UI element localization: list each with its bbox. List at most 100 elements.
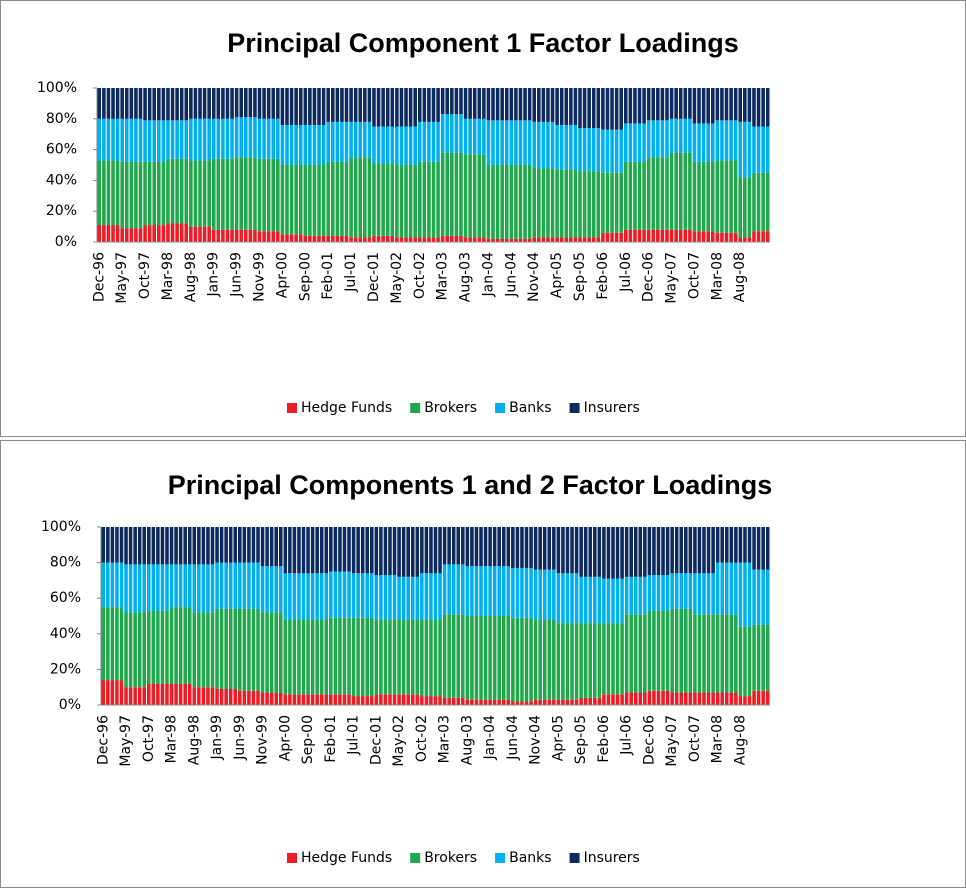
bar-segment <box>349 157 353 238</box>
bar-segment <box>175 223 179 242</box>
bar-segment <box>669 118 674 153</box>
bar-segment <box>492 566 497 616</box>
bar-segment <box>445 235 450 242</box>
bar-segment <box>597 623 602 698</box>
bar-segment <box>724 614 729 693</box>
bar-segment <box>588 623 593 698</box>
bar-segment <box>752 624 756 691</box>
bar-segment <box>297 573 301 620</box>
bar-segment <box>408 88 413 127</box>
x-tick-label: Dec-01 <box>366 252 382 302</box>
bar-segment <box>189 88 193 119</box>
bar-segment <box>312 88 317 125</box>
bar-segment <box>555 88 559 125</box>
bar-segment <box>614 232 619 242</box>
bar-segment <box>160 610 165 684</box>
bar-segment <box>661 527 665 576</box>
bar-segment <box>587 171 591 238</box>
x-tick-label: May-97 <box>118 715 134 767</box>
bar-segment <box>450 88 454 115</box>
bar-segment <box>684 573 688 609</box>
bar-segment <box>349 237 353 242</box>
bar-segment <box>399 165 404 238</box>
bar-segment <box>124 118 129 162</box>
x-tick-label: Feb-06 <box>596 715 612 763</box>
bar-segment <box>298 165 303 235</box>
bar-segment <box>501 616 506 700</box>
bar-segment <box>624 576 629 615</box>
bar-segment <box>729 562 734 615</box>
bar-segment <box>433 527 438 574</box>
bar-segment <box>747 177 752 238</box>
bar-segment <box>193 118 198 161</box>
bar-segment <box>189 160 193 227</box>
bar-segment <box>239 117 243 158</box>
bar-segment <box>151 683 156 705</box>
bar-segment <box>559 237 564 242</box>
bar-segment <box>674 229 678 242</box>
bar-segment <box>147 88 152 121</box>
bar-segment <box>342 617 347 695</box>
x-tick-label: Jul-06 <box>619 715 635 756</box>
bar-segment <box>374 619 379 695</box>
bar-segment <box>170 223 175 242</box>
bar-segment <box>463 118 468 155</box>
bar-segment <box>280 165 285 235</box>
bar-segment <box>477 237 482 242</box>
bar-segment <box>615 527 620 579</box>
bar-segment <box>110 607 115 681</box>
bar-segment <box>115 118 120 161</box>
bar-segment <box>166 158 170 224</box>
bar-segment <box>397 619 401 695</box>
bar-segment <box>335 161 340 236</box>
bar-segment <box>504 88 509 121</box>
bar-segment <box>468 118 472 155</box>
bar-segment <box>752 231 756 242</box>
bar-segment <box>358 157 363 238</box>
bar-segment <box>509 88 514 121</box>
bar-segment <box>276 158 280 232</box>
bar-segment <box>474 699 479 705</box>
bar-segment <box>532 237 537 242</box>
legend-label: Insurers <box>584 850 640 866</box>
bar-segment <box>588 697 593 705</box>
bar-segment <box>269 527 274 567</box>
bar-segment <box>319 527 324 574</box>
bar-segment <box>529 567 533 618</box>
bar-segment <box>143 161 147 226</box>
bar-segment <box>379 575 383 620</box>
bar-segment <box>542 619 547 700</box>
bar-segment <box>743 88 747 122</box>
x-tick-label: Sep-00 <box>300 715 316 764</box>
bar-segment <box>456 564 461 615</box>
bar-segment <box>262 158 266 232</box>
bar-segment <box>532 88 537 122</box>
bar-segment <box>451 614 456 698</box>
bar-segment <box>233 688 238 705</box>
bar-segment <box>628 161 633 230</box>
bar-segment <box>470 699 474 705</box>
bar-segment <box>665 610 670 691</box>
bar-segment <box>397 694 401 705</box>
bar-segment <box>574 699 579 705</box>
bar-segment <box>102 160 106 226</box>
bar-segment <box>303 235 308 242</box>
bar-segment <box>465 699 470 705</box>
bar-segment <box>656 690 661 705</box>
bar-segment <box>198 226 202 242</box>
bar-segment <box>152 88 157 121</box>
bar-segment <box>472 118 477 155</box>
bar-segment <box>538 569 542 620</box>
bar-segment <box>556 573 561 624</box>
bar-segment <box>520 617 524 702</box>
bar-segment <box>601 232 605 242</box>
bar-segment <box>110 527 115 563</box>
bar-segment <box>381 88 385 127</box>
bar-segment <box>670 608 674 693</box>
bar-segment <box>170 120 175 159</box>
bar-segment <box>715 614 720 693</box>
bar-segment <box>102 225 106 242</box>
bar-segment <box>413 237 417 242</box>
bar-segment <box>610 172 614 233</box>
bar-segment <box>363 88 367 122</box>
